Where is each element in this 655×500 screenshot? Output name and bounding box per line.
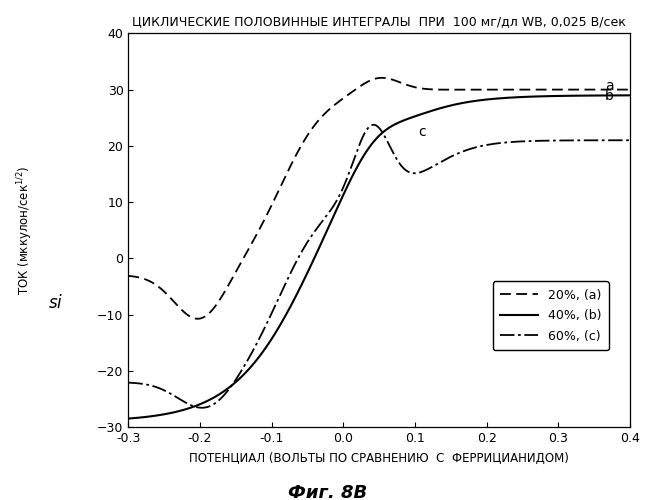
Text: b: b [605,88,614,102]
Text: a: a [605,78,614,92]
Title: ЦИКЛИЧЕСКИЕ ПОЛОВИННЫЕ ИНТЕГРАЛЫ  ПРИ  100 мг/дл WB, 0,025 В/сек: ЦИКЛИЧЕСКИЕ ПОЛОВИННЫЕ ИНТЕГРАЛЫ ПРИ 100… [132,15,626,28]
Text: c: c [419,124,426,138]
Y-axis label: ТОК (мккулон/сек$^{1/2}$): ТОК (мккулон/сек$^{1/2}$) [15,166,35,295]
Text: Фиг. 8В: Фиг. 8В [288,484,367,500]
Text: $si$: $si$ [48,294,63,312]
Legend: 20%, (a), 40%, (b), 60%, (c): 20%, (a), 40%, (b), 60%, (c) [493,281,608,350]
X-axis label: ПОТЕНЦИАЛ (ВОЛЬТЫ ПО СРАВНЕНИЮ  С  ФЕРРИЦИАНИДОМ): ПОТЕНЦИАЛ (ВОЛЬТЫ ПО СРАВНЕНИЮ С ФЕРРИЦИ… [189,452,569,465]
